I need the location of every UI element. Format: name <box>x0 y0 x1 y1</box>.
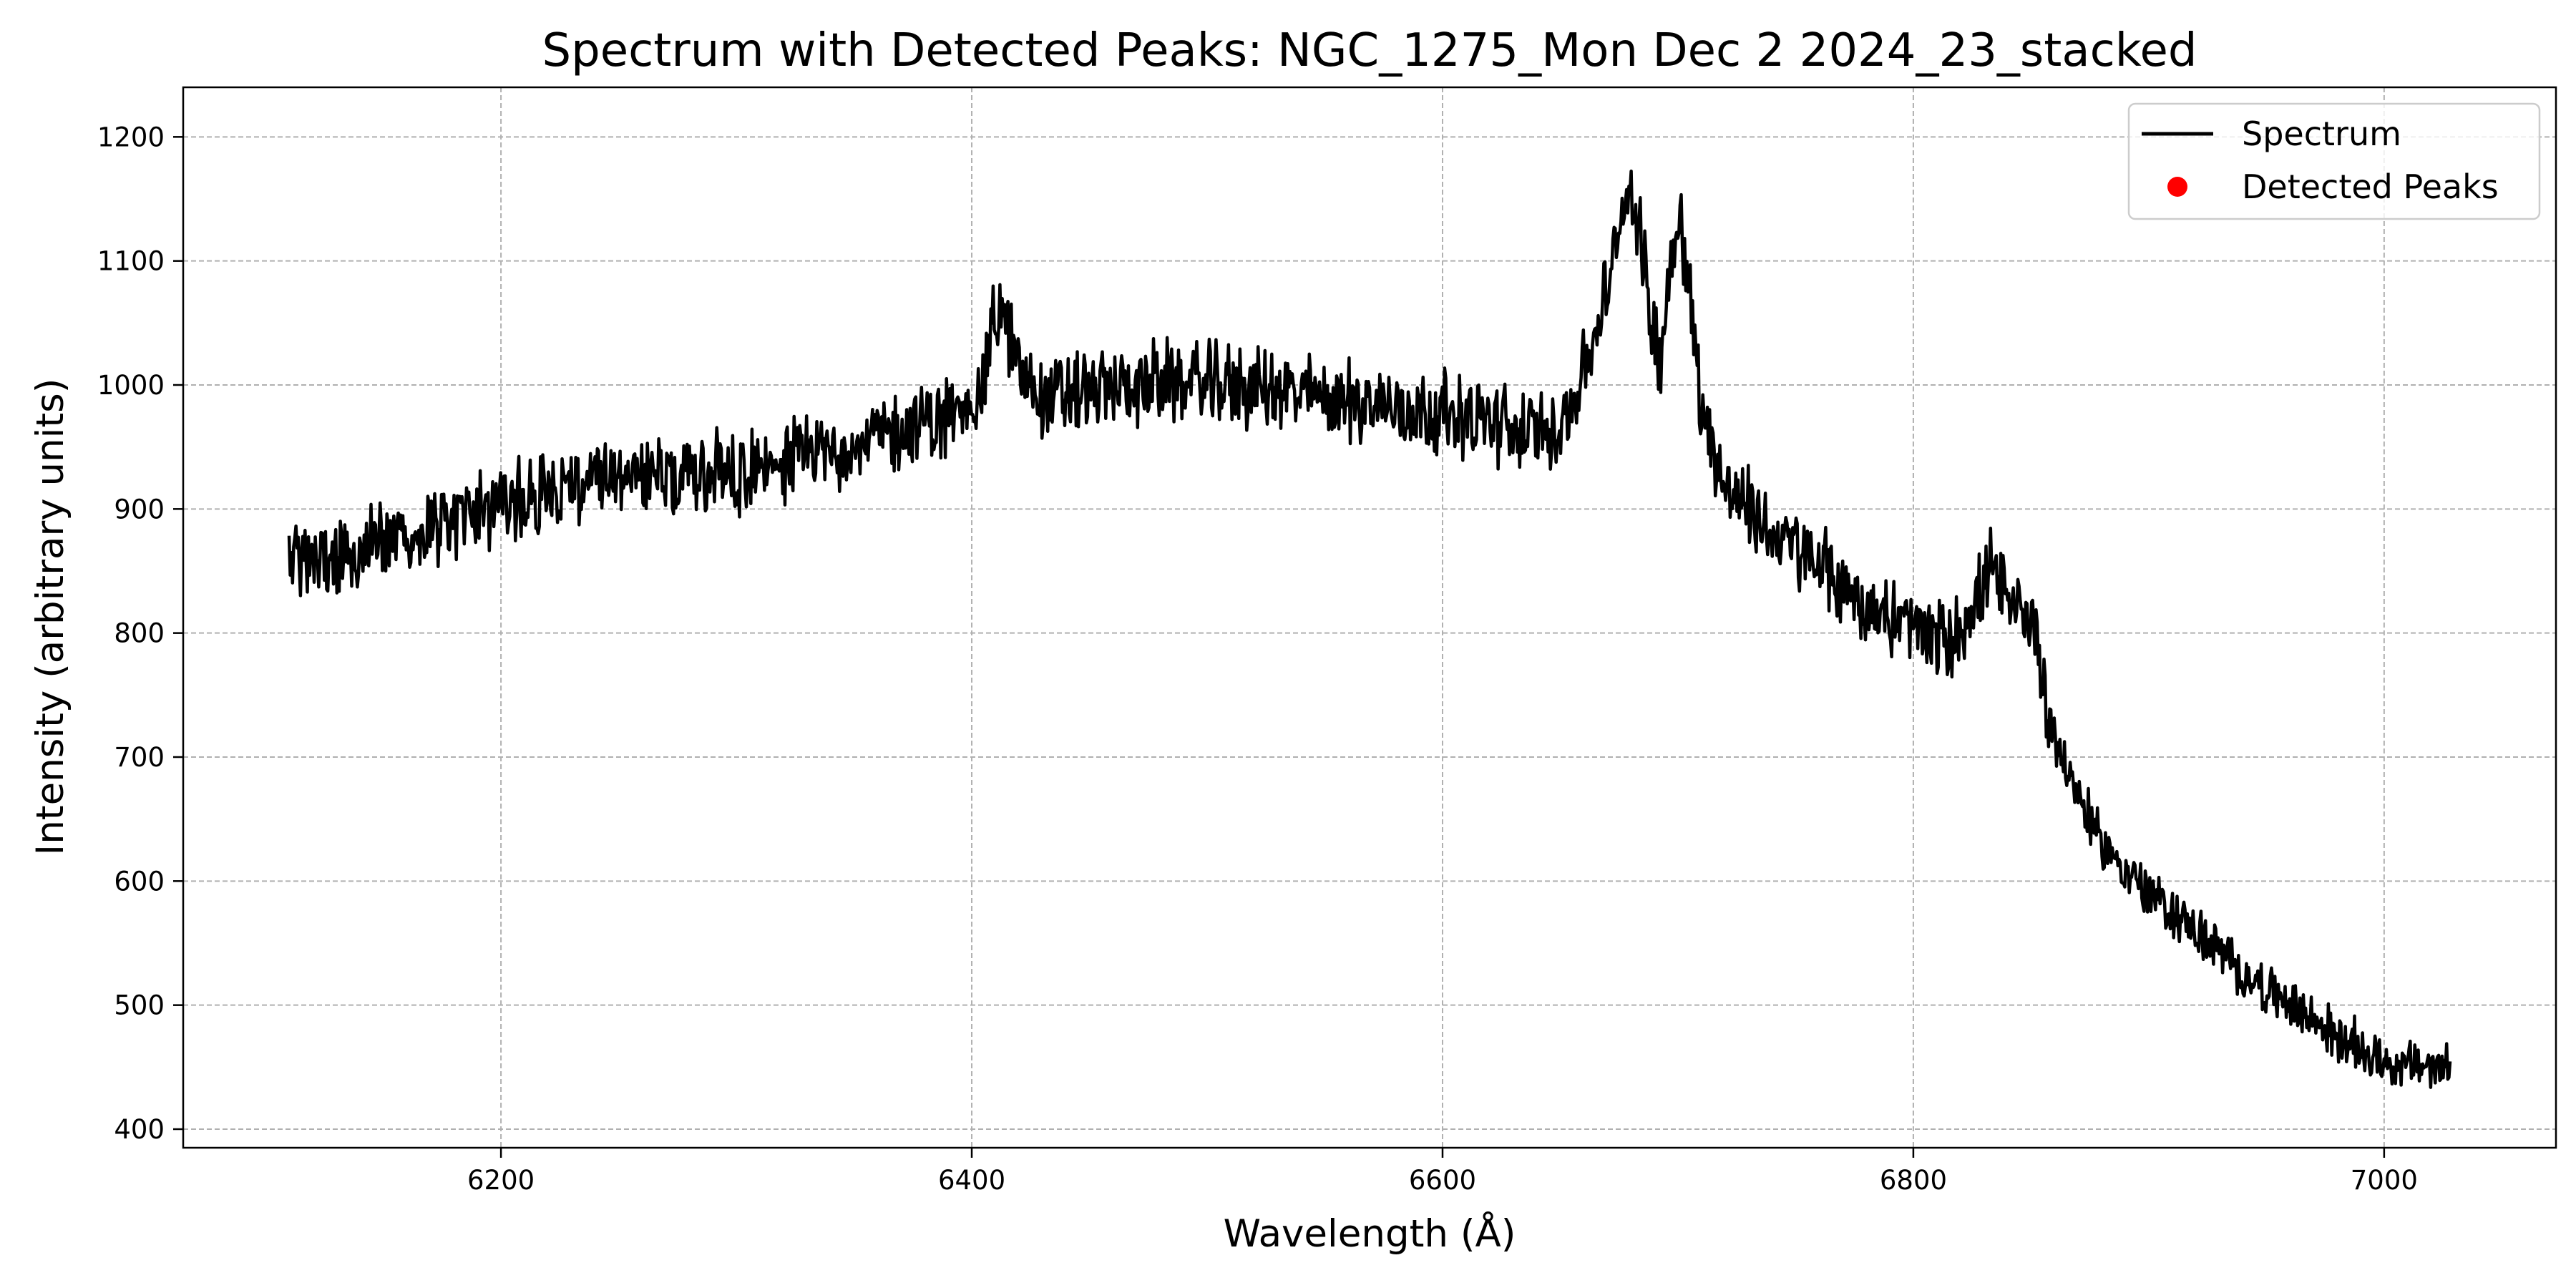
x-axis-ticks: 6200 6400 6600 6800 7000 <box>467 1148 2418 1196</box>
x-tick-label: 6800 <box>1880 1165 1947 1196</box>
x-tick-label: 6400 <box>938 1165 1005 1196</box>
y-axis-label: Intensity (arbitrary units) <box>29 379 72 856</box>
plot-frame <box>182 86 2557 1149</box>
y-tick-label: 400 <box>114 1114 165 1145</box>
y-tick-label: 700 <box>114 742 165 773</box>
legend-label-detected-peaks: Detected Peaks <box>2242 167 2499 206</box>
spectrum-line <box>287 169 2452 1089</box>
y-tick-label: 800 <box>114 618 165 649</box>
legend-peaks-swatch <box>2167 177 2187 197</box>
x-axis-label: Wavelength (Å) <box>1224 1210 1516 1256</box>
y-tick-label: 1200 <box>97 122 165 152</box>
legend-label-spectrum: Spectrum <box>2242 114 2401 153</box>
y-tick-label: 1100 <box>97 246 165 277</box>
x-tick-label: 7000 <box>2351 1165 2418 1196</box>
y-axis-ticks: 400 500 600 700 800 900 1000 1100 1200 <box>97 122 183 1145</box>
y-tick-label: 900 <box>114 494 165 525</box>
chart-title: Spectrum with Detected Peaks: NGC_1275_M… <box>542 24 2197 77</box>
spectrum-line-layer <box>287 169 2452 1089</box>
y-tick-label: 1000 <box>97 370 165 401</box>
x-tick-label: 6200 <box>467 1165 535 1196</box>
x-tick-label: 6600 <box>1409 1165 1476 1196</box>
y-tick-label: 500 <box>114 990 165 1021</box>
legend: Spectrum Detected Peaks <box>2127 102 2541 220</box>
y-tick-label: 600 <box>114 866 165 897</box>
legend-box <box>2127 102 2541 220</box>
